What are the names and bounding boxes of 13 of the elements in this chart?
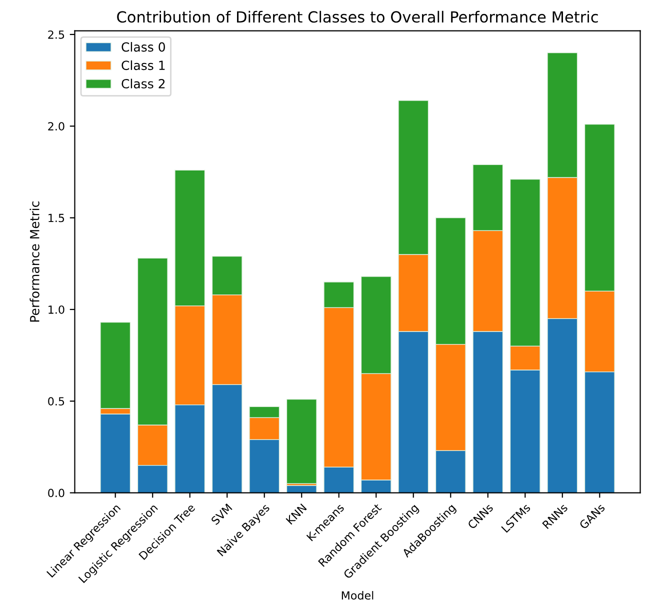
y-tick-label: 1.0 <box>48 305 64 314</box>
bar <box>286 398 317 484</box>
y-axis-title: Performance Metric <box>30 202 40 322</box>
y-tick-label: 2.0 <box>48 122 64 131</box>
chart-title: Contribution of Different Classes to Overall Performance Metric <box>117 10 598 23</box>
y-tick-label: 1.5 <box>48 214 64 222</box>
legend-label: Class 1 <box>122 60 165 70</box>
y-tick-label: 2.5 <box>48 30 64 39</box>
legend-label: Class 2 <box>122 78 165 88</box>
x-axis-title: Model <box>342 591 374 600</box>
legend-label: Class 0 <box>122 42 165 52</box>
y-tick-label: 0.0 <box>48 488 64 498</box>
y-tick-label: 0.5 <box>48 397 64 406</box>
